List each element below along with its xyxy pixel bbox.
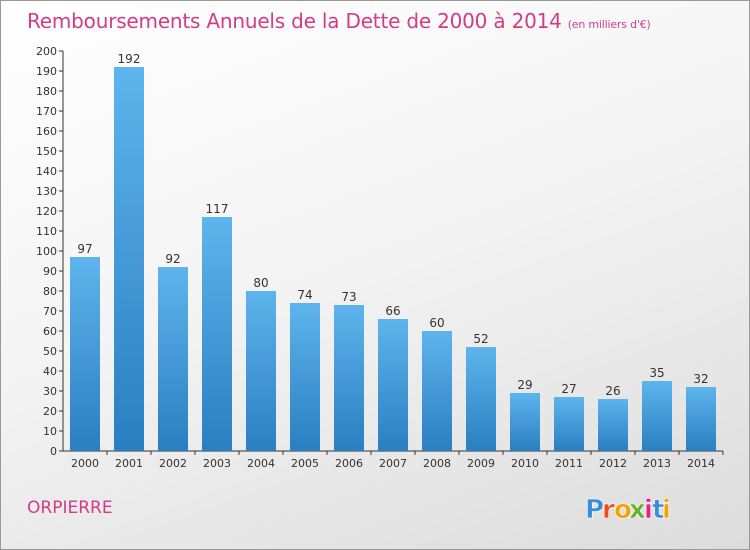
- bar: [158, 267, 188, 451]
- data-label: 26: [605, 384, 620, 398]
- logo-letter: i: [662, 495, 671, 525]
- data-label: 73: [341, 290, 356, 304]
- data-label: 66: [385, 304, 400, 318]
- bar: [510, 393, 540, 451]
- y-tick-label: 180: [36, 85, 57, 98]
- data-label: 117: [206, 202, 229, 216]
- data-label: 32: [693, 372, 708, 386]
- y-tick-label: 120: [36, 205, 57, 218]
- bar: [202, 217, 232, 451]
- x-tick-label: 2004: [247, 457, 275, 470]
- data-label: 80: [253, 276, 268, 290]
- bar: [686, 387, 716, 451]
- logo-letter: t: [652, 495, 664, 525]
- bar: [378, 319, 408, 451]
- x-tick-label: 2009: [467, 457, 495, 470]
- data-label: 52: [473, 332, 488, 346]
- x-tick-label: 2000: [71, 457, 99, 470]
- chart-title: Remboursements Annuels de la Dette de 20…: [27, 9, 651, 33]
- data-labels: 97 192 92 117 80 74 73 66 60 52 29 27 26 35 32: [77, 52, 708, 398]
- x-tick-label: 2007: [379, 457, 407, 470]
- data-label: 27: [561, 382, 576, 396]
- y-tick-label: 130: [36, 185, 57, 198]
- x-tick-label: 2008: [423, 457, 451, 470]
- bars: [70, 67, 716, 451]
- y-tick-label: 150: [36, 145, 57, 158]
- bar: [466, 347, 496, 451]
- bar-chart: 0 10 20 30 40 50 60 70 80 90 100 110 120 130 140 150 160…: [36, 45, 724, 470]
- y-tick-label: 30: [43, 385, 57, 398]
- y-axis: 0 10 20 30 40 50 60 70 80 90 100 110 120 130 140 150 160…: [36, 45, 64, 458]
- y-tick-label: 200: [36, 45, 57, 58]
- data-label: 92: [165, 252, 180, 266]
- data-label: 60: [429, 316, 444, 330]
- bar: [114, 67, 144, 451]
- x-tick-label: 2010: [511, 457, 539, 470]
- bar: [246, 291, 276, 451]
- bar: [598, 399, 628, 451]
- y-tick-label: 0: [50, 445, 57, 458]
- data-label: 35: [649, 366, 664, 380]
- logo-letter: P: [585, 495, 604, 525]
- x-tick-label: 2005: [291, 457, 319, 470]
- chart-title-unit: (en milliers d'€): [567, 18, 651, 31]
- commune-name: ORPIERRE: [27, 498, 113, 518]
- logo-letter: o: [614, 495, 632, 525]
- y-tick-label: 110: [36, 225, 57, 238]
- y-tick-label: 190: [36, 65, 57, 78]
- x-tick-label: 2012: [599, 457, 627, 470]
- y-tick-label: 140: [36, 165, 57, 178]
- x-tick-label: 2006: [335, 457, 363, 470]
- bar: [70, 257, 100, 451]
- y-tick-label: 70: [43, 305, 57, 318]
- y-tick-label: 90: [43, 265, 57, 278]
- data-label: 29: [517, 378, 532, 392]
- logo-letter: x: [629, 495, 646, 525]
- logo-letter: i: [644, 495, 653, 525]
- bar: [642, 381, 672, 451]
- x-tick-label: 2013: [643, 457, 671, 470]
- y-tick-label: 160: [36, 125, 57, 138]
- x-tick-label: 2011: [555, 457, 583, 470]
- x-axis: 2000 2001 2002 2003 2004 2005 2006 2007 2008 2009…: [63, 450, 724, 470]
- y-tick-label: 100: [36, 245, 57, 258]
- y-tick-label: 10: [43, 425, 57, 438]
- logo-letter: r: [602, 495, 615, 525]
- data-label: 97: [77, 242, 92, 256]
- y-tick-label: 20: [43, 405, 57, 418]
- x-tick-label: 2014: [687, 457, 715, 470]
- data-label: 192: [118, 52, 141, 66]
- bar: [554, 397, 584, 451]
- y-tick-label: 50: [43, 345, 57, 358]
- x-tick-label: 2003: [203, 457, 231, 470]
- bar: [290, 303, 320, 451]
- bar: [334, 305, 364, 451]
- y-tick-label: 40: [43, 365, 57, 378]
- x-tick-label: 2001: [115, 457, 143, 470]
- y-tick-label: 80: [43, 285, 57, 298]
- bar: [422, 331, 452, 451]
- proxiti-logo: Pr oxi ti: [585, 495, 672, 526]
- y-tick-label: 170: [36, 105, 57, 118]
- data-label: 74: [297, 288, 312, 302]
- chart-title-main: Remboursements Annuels de la Dette de 20…: [27, 9, 562, 33]
- y-tick-label: 60: [43, 325, 57, 338]
- x-tick-label: 2002: [159, 457, 187, 470]
